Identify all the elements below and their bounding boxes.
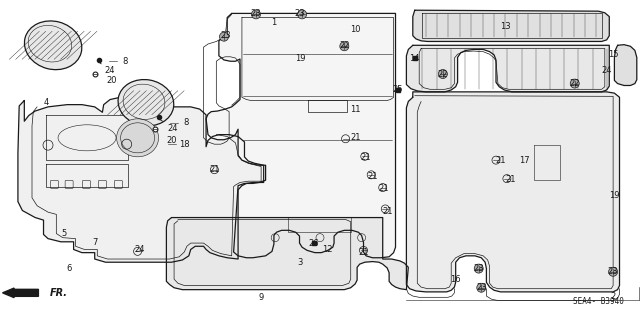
Text: 22: 22 (570, 79, 580, 88)
Polygon shape (614, 45, 637, 85)
Text: 23: 23 (294, 9, 305, 18)
Text: 4: 4 (44, 98, 49, 107)
Text: 7: 7 (92, 238, 97, 247)
Text: 24: 24 (105, 66, 115, 75)
Text: 23: 23 (251, 9, 261, 18)
Text: 17: 17 (520, 156, 530, 165)
Text: 23: 23 (476, 283, 486, 292)
Circle shape (609, 267, 618, 276)
Polygon shape (18, 97, 264, 262)
Ellipse shape (116, 119, 159, 157)
Text: 25: 25 (393, 85, 403, 94)
Text: 23: 23 (608, 267, 618, 276)
Ellipse shape (24, 21, 82, 70)
Text: 8: 8 (122, 57, 127, 66)
Text: 14: 14 (410, 54, 420, 63)
Text: SEA4- B3940: SEA4- B3940 (573, 297, 624, 306)
Text: 21: 21 (379, 184, 389, 193)
Text: 6: 6 (67, 264, 72, 273)
Circle shape (477, 283, 486, 292)
Text: 21: 21 (495, 156, 506, 165)
Text: 22: 22 (339, 41, 349, 50)
Polygon shape (413, 10, 609, 41)
Text: 8: 8 (183, 118, 188, 127)
Text: FR.: FR. (50, 288, 68, 298)
Text: 24: 24 (134, 245, 145, 254)
Text: 22: 22 (438, 70, 448, 78)
Text: 21: 21 (209, 165, 220, 174)
Circle shape (340, 42, 349, 51)
Circle shape (298, 10, 307, 19)
Text: 15: 15 (608, 50, 618, 59)
Text: 20: 20 (166, 137, 177, 145)
Text: 16: 16 (451, 275, 461, 284)
Circle shape (570, 79, 579, 88)
Text: 21: 21 (358, 248, 369, 257)
Text: 19: 19 (296, 54, 306, 63)
Ellipse shape (118, 79, 174, 126)
Text: 12: 12 (323, 245, 333, 254)
Text: 3: 3 (297, 258, 302, 267)
Text: 9: 9 (259, 293, 264, 302)
Text: 26: 26 (308, 239, 319, 248)
Text: 2: 2 (611, 292, 616, 300)
Text: 23: 23 (220, 31, 230, 40)
Text: 21: 21 (367, 172, 378, 181)
Text: 1: 1 (271, 18, 276, 27)
FancyArrow shape (3, 288, 38, 298)
Circle shape (474, 264, 483, 273)
Polygon shape (166, 218, 408, 290)
Text: 21: 21 (506, 175, 516, 184)
Text: 13: 13 (500, 22, 511, 31)
Text: 10: 10 (350, 25, 360, 34)
Text: 23: 23 (474, 264, 484, 273)
Text: 21: 21 (350, 133, 360, 142)
Circle shape (252, 10, 260, 19)
Text: 11: 11 (350, 105, 360, 114)
Text: 5: 5 (61, 229, 67, 238)
Text: 18: 18 (179, 140, 189, 149)
Text: 20: 20 (107, 76, 117, 85)
Text: 21: 21 (361, 153, 371, 162)
Polygon shape (406, 92, 620, 292)
Text: 24: 24 (168, 124, 178, 133)
Text: 24: 24 (602, 66, 612, 75)
Circle shape (438, 70, 447, 78)
Polygon shape (206, 13, 396, 258)
Text: 19: 19 (609, 191, 620, 200)
Text: 21: 21 (382, 207, 392, 216)
Polygon shape (406, 45, 609, 92)
Circle shape (220, 32, 228, 41)
